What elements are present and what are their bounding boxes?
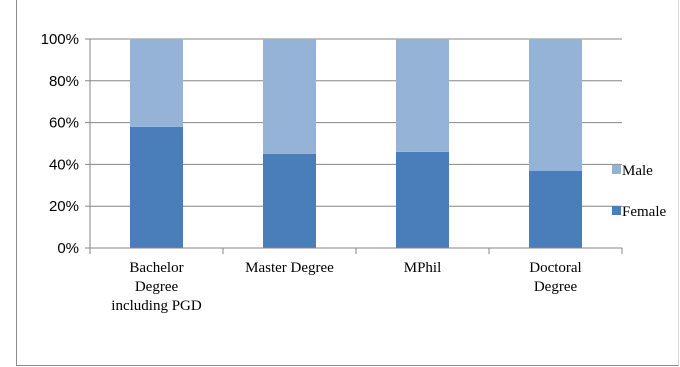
y-tick-label: 60% — [49, 115, 79, 132]
bar-male — [130, 39, 183, 127]
bar-female — [130, 126, 183, 248]
y-tick-label: 20% — [49, 198, 79, 215]
bar-male — [396, 39, 449, 152]
x-category-label: MPhil — [404, 260, 442, 276]
y-tick-labels: 0% 20% 40% 60% 80% 100% — [41, 31, 79, 257]
x-category-label: Bachelor Degree including PGD — [111, 260, 202, 314]
bar-male — [263, 39, 316, 154]
legend-label-male: Male — [622, 163, 653, 179]
y-tick-label: 40% — [49, 156, 79, 173]
legend-label-female: Female — [622, 204, 666, 220]
y-tick-label: 80% — [49, 73, 79, 90]
x-category-label: Master Degree — [245, 260, 334, 276]
legend-swatch-male — [612, 165, 621, 174]
y-tick-label: 0% — [57, 240, 79, 257]
bar-female — [263, 153, 316, 248]
y-tick-label: 100% — [41, 31, 79, 48]
category-labels: Bachelor Degree including PGD Master Degree… — [111, 260, 581, 314]
bars — [130, 39, 582, 248]
bar-female — [396, 151, 449, 248]
bar-female — [529, 170, 582, 248]
x-category-label: Doctoral Degree — [529, 260, 581, 295]
legend: Male Female — [612, 163, 666, 220]
bar-male — [529, 39, 582, 171]
axes — [85, 38, 623, 254]
legend-swatch-female — [612, 206, 621, 215]
